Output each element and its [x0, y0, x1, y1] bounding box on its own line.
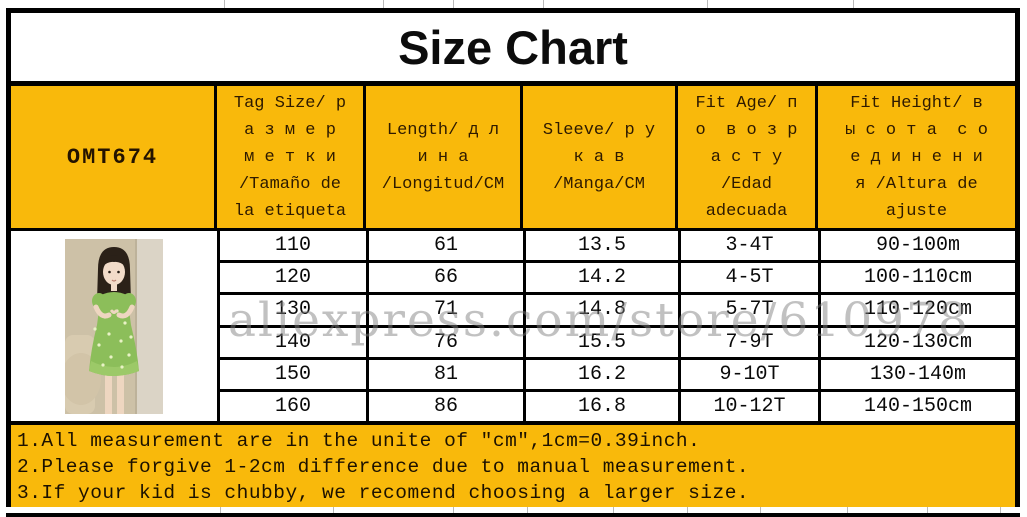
column-header-line: Fit Age/ п	[695, 93, 798, 113]
size-cell: 130	[220, 295, 369, 325]
column-header-line: Length/ д л	[386, 120, 500, 140]
size-cell: 140	[220, 327, 369, 357]
size-cell: 86	[369, 391, 526, 422]
column-header-line: а з м е р	[244, 120, 336, 140]
column-header-line: /Edad	[720, 174, 772, 194]
page-title: Size Chart	[398, 20, 628, 74]
table-body: 110 61 13.5 3-4T 90-100m 120 66 14.2 4-5T 100-110…	[11, 231, 1015, 422]
size-cell: 13.5	[526, 231, 681, 261]
size-cell: 7-9T	[681, 327, 821, 357]
size-cell: 140-150cm	[863, 394, 973, 418]
column-header-line: е д и н е н и	[850, 147, 983, 167]
size-cell: 9-10T	[681, 359, 821, 389]
size-cell: 4-5T	[681, 263, 821, 293]
table-row: 160 86 16.8 10-12T 140-150cm	[220, 391, 1015, 422]
note-line: 1.All measurement are in the unite of ″c…	[17, 430, 701, 452]
size-cell: 14.2	[526, 263, 681, 293]
size-cell: 66	[369, 263, 526, 293]
size-cell: 71	[369, 295, 526, 325]
table-row: 130 71 14.8 5-7T 110-120cm	[220, 295, 1015, 328]
size-cell: 120-130cm	[863, 330, 973, 354]
grid-remnant-line	[687, 507, 688, 513]
column-header-line: и н а	[417, 147, 469, 167]
column-header-line: ы с о т а с о	[845, 120, 988, 140]
column-header-line: я /Altura de	[855, 174, 978, 194]
grid-remnant-line	[453, 0, 454, 9]
header-row: OMT674 Tag Size/ р а з м е р м е т к и/Tama…	[11, 86, 1015, 231]
column-header-tag-size: Tag Size/ р а з м е р м е т к и/Tamaño de l…	[217, 86, 366, 228]
size-cell: 130-140m	[869, 362, 966, 386]
size-chart-title-box: Size Chart	[6, 8, 1020, 86]
column-header-sleeve: Sleeve/ р у к а в/Manga/CM	[523, 86, 678, 228]
column-header-fit-height: Fit Height/ в ы с о т а с о е д и н е н и я…	[818, 86, 1015, 228]
size-cell: 15.5	[526, 327, 681, 357]
size-cell: 90-100m	[875, 234, 960, 258]
column-header-length: Length/ д л и н а/Longitud/CM	[366, 86, 523, 228]
column-header-line: Tag Size/ р	[233, 93, 347, 113]
size-cell: 10-12T	[681, 391, 821, 422]
column-header-line: /Longitud/CM	[381, 174, 505, 194]
column-header-line: м е т к и	[244, 147, 336, 167]
product-photo	[65, 238, 163, 414]
column-header-line: к а в	[573, 147, 625, 167]
note-line: 3.If your kid is chubby, we recomend cho…	[17, 482, 750, 504]
table-row: 120 66 14.2 4-5T 100-110cm	[220, 263, 1015, 296]
size-cell: 150	[220, 359, 369, 389]
column-header-line: /Tamaño de	[238, 174, 342, 194]
grid-remnant-line	[613, 507, 614, 513]
column-header-model: OMT674	[11, 86, 217, 228]
size-chart-sheet: Size Chart OMT674 Tag Size/ р а з м е р м е…	[6, 8, 1020, 517]
size-cell: 100-110cm	[863, 266, 973, 290]
table-row: 110 61 13.5 3-4T 90-100m	[220, 231, 1015, 264]
column-header-line: /Manga/CM	[553, 174, 645, 194]
top-crop-strip	[0, 0, 1027, 9]
grid-remnant-line	[927, 507, 928, 513]
grid-remnant-line	[760, 507, 761, 513]
column-header-line: Sleeve/ р у	[542, 120, 656, 140]
notes-section: 1.All measurement are in the unite of ″c…	[11, 421, 1015, 517]
size-cell: 81	[369, 359, 526, 389]
grid-remnant-line	[333, 507, 334, 513]
column-header-line: adecuada	[705, 201, 788, 221]
grid-remnant-line	[224, 0, 225, 9]
column-header-line: о в о з р	[695, 120, 798, 140]
table-row: 140 76 15.5 7-9T 120-130cm	[220, 327, 1015, 360]
size-cell: 110	[220, 231, 369, 261]
grid-remnant-line	[847, 507, 848, 513]
grid-remnant-line	[1000, 507, 1001, 513]
grid-remnant-line	[453, 507, 454, 513]
column-header-line: а с т у	[710, 147, 783, 167]
size-cell: 16.2	[526, 359, 681, 389]
size-cell: 14.8	[526, 295, 681, 325]
column-header-line: OMT674	[66, 144, 159, 170]
size-cell: 61	[369, 231, 526, 261]
size-cell: 76	[369, 327, 526, 357]
grid-remnant-line	[543, 0, 544, 9]
column-header-line: la etiqueta	[233, 201, 347, 221]
size-rows: 110 61 13.5 3-4T 90-100m 120 66 14.2 4-5T 100-110…	[220, 231, 1015, 422]
size-cell: 120	[220, 263, 369, 293]
column-header-line: Fit Height/ в	[850, 93, 983, 113]
table-row: 150 81 16.2 9-10T 130-140m	[220, 359, 1015, 392]
column-header-fit-age: Fit Age/ п о в о з р а с т у/Edad adecuada	[678, 86, 818, 228]
size-cell: 3-4T	[681, 231, 821, 261]
grid-remnant-line	[527, 507, 528, 513]
grid-remnant-line	[707, 0, 708, 9]
size-cell: 5-7T	[681, 295, 821, 325]
size-cell: 160	[220, 391, 369, 422]
grid-remnant-line	[383, 0, 384, 9]
product-photo-cell	[11, 231, 220, 421]
bottom-crop-strip	[0, 507, 1027, 513]
column-header-line: ajuste	[885, 201, 948, 221]
grid-remnant-line	[220, 507, 221, 513]
note-line: 2.Please forgive 1-2cm difference due to…	[17, 456, 750, 478]
size-cell: 16.8	[526, 391, 681, 422]
grid-remnant-line	[853, 0, 854, 9]
size-cell: 110-120cm	[863, 298, 973, 322]
